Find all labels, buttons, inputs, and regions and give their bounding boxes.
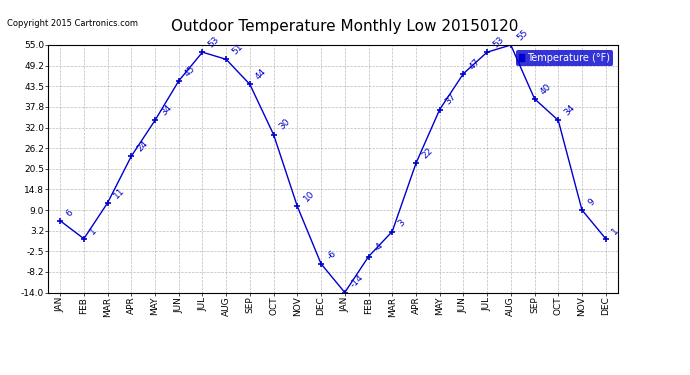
Text: -14: -14 <box>349 273 366 290</box>
Text: 45: 45 <box>183 64 197 78</box>
Text: 3: 3 <box>396 218 407 229</box>
Text: -4: -4 <box>373 241 385 254</box>
Text: 51: 51 <box>230 42 245 57</box>
Text: 9: 9 <box>586 197 597 207</box>
Text: 24: 24 <box>135 139 150 153</box>
Text: 1: 1 <box>610 225 620 236</box>
Text: Copyright 2015 Cartronics.com: Copyright 2015 Cartronics.com <box>7 19 138 28</box>
Text: 1: 1 <box>88 225 99 236</box>
Text: 40: 40 <box>539 82 553 96</box>
Legend: Temperature (°F): Temperature (°F) <box>516 50 613 66</box>
Text: 10: 10 <box>302 189 316 204</box>
Text: 11: 11 <box>112 186 126 200</box>
Text: 55: 55 <box>515 28 529 42</box>
Text: 30: 30 <box>278 117 293 132</box>
Text: 53: 53 <box>206 35 221 50</box>
Text: 53: 53 <box>491 35 506 50</box>
Text: 34: 34 <box>159 103 174 117</box>
Text: 34: 34 <box>562 103 577 117</box>
Text: 6: 6 <box>64 207 75 218</box>
Text: -6: -6 <box>325 248 338 261</box>
Text: 37: 37 <box>444 92 458 107</box>
Text: Outdoor Temperature Monthly Low 20150120: Outdoor Temperature Monthly Low 20150120 <box>171 19 519 34</box>
Text: 44: 44 <box>254 68 268 82</box>
Text: 47: 47 <box>468 57 482 71</box>
Text: 22: 22 <box>420 146 435 160</box>
